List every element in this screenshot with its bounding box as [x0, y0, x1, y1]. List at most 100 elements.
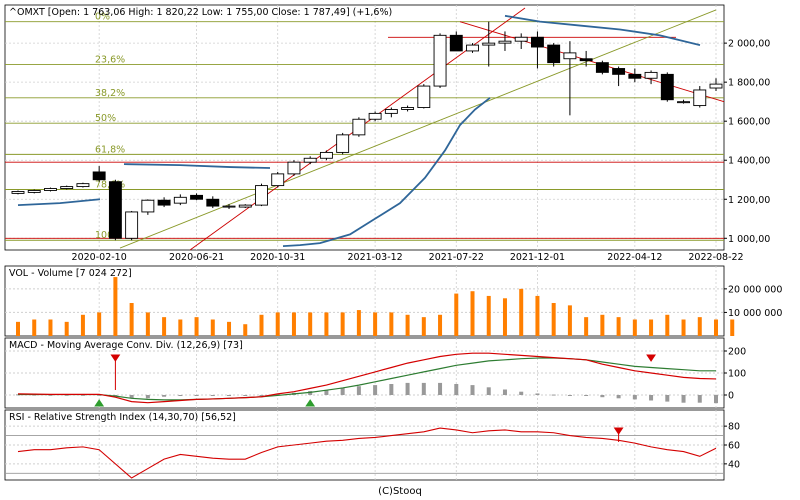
x-tick-label: 2022-04-12 — [607, 252, 662, 263]
y-tick-label: 2 000,00 — [728, 39, 770, 50]
candle-body — [336, 134, 350, 153]
candle-body — [482, 42, 496, 46]
candle-body — [498, 40, 512, 44]
macd-histogram-bar — [162, 395, 167, 397]
volume-bar — [64, 321, 69, 336]
volume-bar — [567, 305, 572, 336]
y-tick-label: 1 400,00 — [728, 156, 770, 167]
macd-histogram-bar — [243, 395, 248, 396]
volume-bar — [519, 288, 524, 336]
macd-histogram-bar — [97, 394, 102, 396]
volume-header: VOL - Volume [7 024 272] — [9, 268, 132, 279]
candle-body — [401, 107, 415, 110]
volume-bar — [502, 298, 507, 336]
volume-bar — [665, 314, 670, 336]
red-trendline — [459, 21, 725, 103]
macd-histogram-bar — [486, 387, 491, 395]
volume-bar — [649, 319, 654, 336]
candle-body — [190, 194, 204, 200]
macd-histogram-bar — [178, 395, 183, 396]
candle-body — [60, 186, 74, 189]
macd-histogram-bar — [519, 391, 524, 395]
volume-bar — [210, 319, 215, 336]
candle-body — [595, 62, 609, 73]
volume-bar — [291, 312, 296, 336]
macd-header: MACD - Moving Average Conv. Div. (12,26,… — [9, 340, 243, 351]
macd-histogram-bar — [48, 394, 53, 396]
volume-bar — [340, 312, 345, 336]
volume-tick-label: 20 000 000 — [728, 284, 782, 295]
volume-bar — [470, 291, 475, 336]
candle-body — [530, 36, 544, 48]
moving-average-line — [282, 97, 491, 247]
volume-bar — [616, 317, 621, 336]
x-tick-label: 2021-03-12 — [348, 252, 403, 263]
candle-body — [141, 199, 155, 213]
macd-histogram-bar — [665, 395, 670, 402]
candle-body — [709, 83, 723, 89]
main-chart-header: ^OMXT [Open: 1 763,06 High: 1 820,22 Low… — [9, 7, 392, 18]
volume-bar — [438, 314, 443, 336]
candle-body — [255, 185, 268, 206]
macd-histogram-bar — [584, 395, 589, 396]
macd-histogram-bar — [194, 395, 199, 396]
macd-histogram-bar — [64, 394, 69, 396]
volume-bar — [275, 312, 280, 336]
volume-bar — [697, 317, 702, 336]
candle-body — [157, 199, 171, 206]
macd-tick-label: 200 — [728, 347, 746, 358]
macd-histogram-bar — [340, 387, 345, 395]
macd-histogram-bar — [227, 395, 232, 396]
volume-bar — [259, 314, 264, 336]
moving-average-line — [504, 14, 701, 46]
candle-body — [92, 171, 106, 181]
macd-histogram-bar — [80, 394, 85, 396]
macd-histogram-bar — [600, 395, 605, 398]
y-tick-label: 1 200,00 — [728, 195, 770, 206]
candle-body — [612, 68, 626, 75]
volume-bar — [421, 317, 426, 336]
volume-bar — [730, 319, 735, 336]
fib-level-label: 0% — [95, 12, 110, 23]
y-tick-label: 1 600,00 — [728, 117, 770, 128]
rsi-signal-marker — [613, 427, 624, 435]
volume-bar — [80, 314, 85, 336]
x-tick-label: 2021-07-22 — [429, 252, 484, 263]
sell-signal-marker — [646, 354, 657, 362]
candle-body — [384, 109, 398, 114]
macd-histogram-bar — [389, 384, 394, 395]
volume-bar — [389, 312, 394, 336]
candle-body — [644, 71, 658, 79]
candle-body — [660, 73, 674, 101]
candle-body — [11, 191, 25, 194]
x-tick-label: 2020-06-21 — [169, 252, 224, 263]
moving-average-line — [123, 163, 271, 169]
macd-tick-label: 0 — [728, 391, 734, 402]
macd-histogram-bar — [535, 393, 540, 395]
volume-bar — [162, 317, 167, 336]
sell-signal-marker — [110, 354, 121, 362]
volume-bar — [194, 317, 199, 336]
olive-trendline — [119, 9, 717, 249]
volume-bar — [486, 295, 491, 336]
macd-histogram-bar — [373, 385, 378, 395]
candle-body — [271, 173, 285, 187]
candle-body — [466, 44, 479, 52]
volume-bar — [584, 317, 589, 336]
volume-bar — [324, 312, 329, 336]
volume-bar — [308, 312, 313, 336]
candle-body — [108, 181, 122, 239]
macd-histogram-bar — [567, 395, 572, 396]
macd-signal-line — [18, 357, 716, 401]
volume-bar — [145, 312, 150, 336]
macd-histogram-bar — [649, 395, 654, 401]
macd-histogram-bar — [697, 395, 702, 403]
candle-body — [514, 36, 528, 42]
volume-bar — [356, 310, 361, 336]
volume-bar — [714, 319, 718, 336]
fib-level-label: 38,2% — [95, 88, 125, 99]
candle-body — [206, 198, 220, 207]
candle-body — [563, 52, 577, 60]
macd-histogram-bar — [405, 382, 410, 395]
volume-tick-label: 10 000 000 — [728, 308, 782, 319]
